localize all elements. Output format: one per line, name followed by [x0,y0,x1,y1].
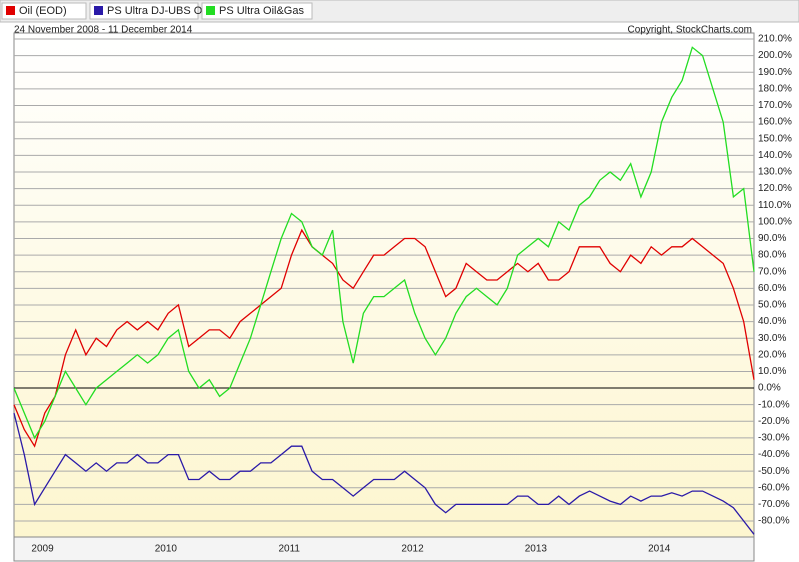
y-tick-label: -20.0% [758,416,790,427]
legend-item [201,2,313,20]
y-tick-label: 30.0% [758,333,786,344]
copyright: Copyright, StockCharts.com [628,25,753,36]
legend-swatch [6,6,15,15]
y-tick-label: 200.0% [758,50,792,61]
y-tick-label: 170.0% [758,100,792,111]
y-tick-label: 190.0% [758,67,792,78]
y-tick-label: 110.0% [758,200,791,211]
y-tick-label: 40.0% [758,316,786,327]
y-tick-label: -40.0% [758,449,790,460]
x-tick-label: 2013 [525,544,548,555]
series-line [13,228,755,448]
y-tick-label: 70.0% [758,266,786,277]
y-tick-label: -80.0% [758,516,790,527]
subtitle: 24 November 2008 - 11 December 2014 [14,25,193,36]
y-tick-label: -30.0% [758,433,790,444]
y-tick-label: 80.0% [758,250,786,261]
y-tick-label: -50.0% [758,466,790,477]
plot-area [13,32,755,538]
y-tick-label: 160.0% [758,117,792,128]
legend-item [1,2,87,20]
x-tick-label: 2011 [278,544,300,555]
series-line [13,46,755,440]
y-tick-label: 140.0% [758,150,792,161]
x-tick-label: 2014 [648,544,671,555]
y-tick-label: -10.0% [758,399,790,410]
y-tick-label: 90.0% [758,233,786,244]
y-tick-label: 130.0% [758,167,792,178]
legend-bar [0,0,799,23]
legend-label: PS Ultra Oil&Gas [219,5,304,17]
y-tick-label: 0.0% [758,383,781,394]
y-tick-label: 210.0% [758,34,792,45]
y-tick-label: 50.0% [758,300,786,311]
y-tick-label: 60.0% [758,283,786,294]
y-tick-label: 10.0% [758,366,786,377]
y-tick-label: 120.0% [758,183,792,194]
y-tick-label: 20.0% [758,349,786,360]
series-line [13,412,755,535]
x-tick-label: 2010 [155,544,178,555]
legend-swatch [94,6,103,15]
y-tick-label: -70.0% [758,499,790,510]
legend-label: PS Ultra DJ-UBS Oil [107,5,207,17]
legend-swatch [206,6,215,15]
x-tick-label: 2009 [31,544,54,555]
y-tick-label: -60.0% [758,482,790,493]
x-axis-band [13,536,755,562]
x-tick-label: 2012 [401,544,424,555]
legend-label: Oil (EOD) [19,5,67,17]
legend-item [89,2,199,20]
y-tick-label: 180.0% [758,83,792,94]
y-tick-label: 100.0% [758,216,792,227]
y-tick-label: 150.0% [758,133,792,144]
